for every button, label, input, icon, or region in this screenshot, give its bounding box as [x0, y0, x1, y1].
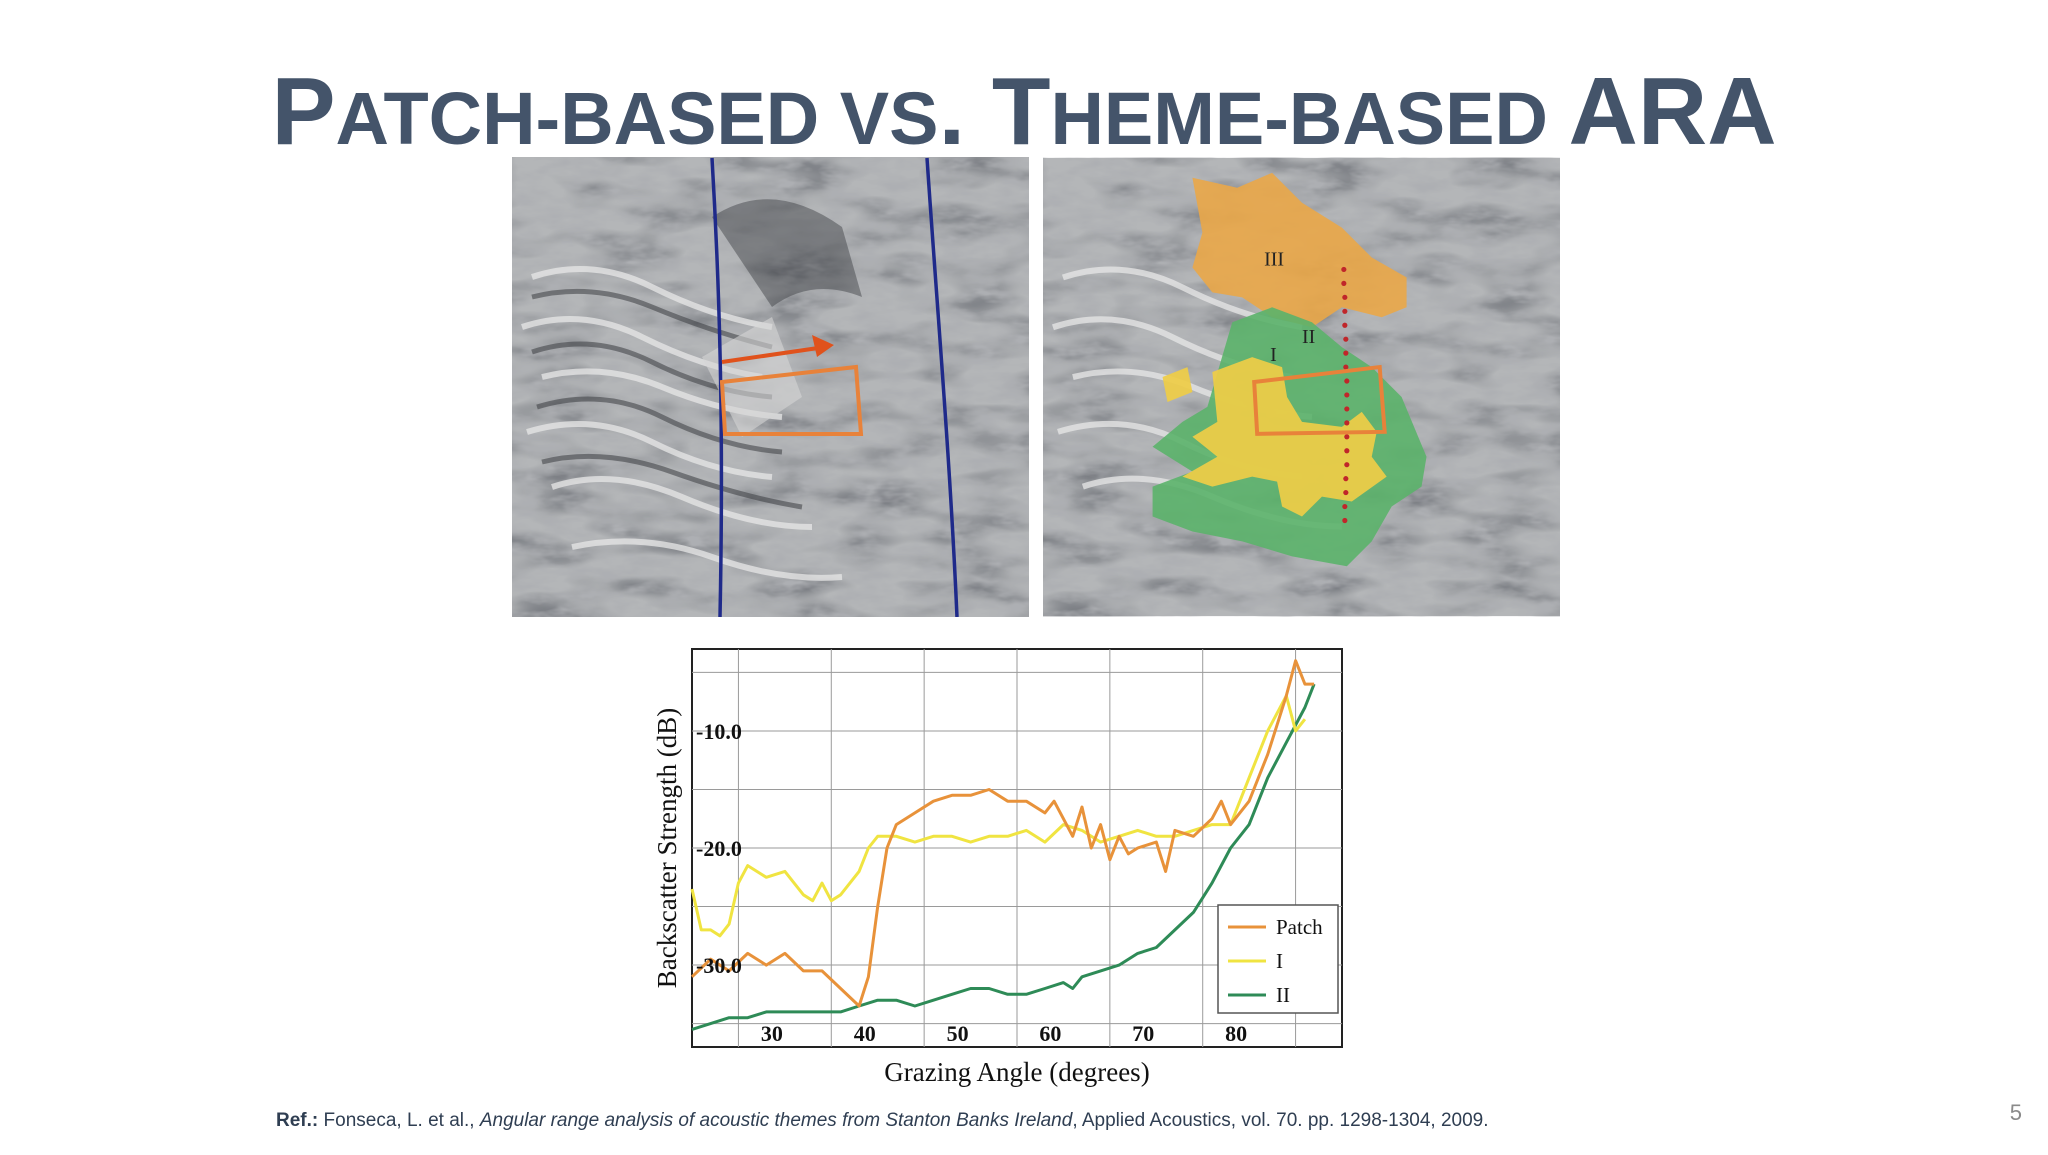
legend-label: II	[1276, 983, 1290, 1007]
legend-label: Patch	[1276, 915, 1323, 939]
backscatter-chart: 30 40 50 60 70 80 -10.0 -20.0 -30.0 Grazing Angl…	[650, 648, 1350, 1098]
series-line-ii	[691, 683, 1316, 1031]
theme-label-iii: III	[1264, 248, 1284, 270]
reference-source: , Applied Acoustics, vol. 70. pp. 1298-1…	[1072, 1110, 1489, 1131]
sonar-mosaic-patch-icon	[512, 157, 1029, 617]
y-tick-label: -20.0	[696, 836, 742, 861]
page-number: 5	[2009, 1100, 2022, 1125]
legend-label: I	[1276, 949, 1283, 973]
slide-title: PATCH-BASED VS. THEME-BASED ARA	[271, 58, 1777, 165]
reference-citation: Ref.: Fonseca, L. et al., Angular range …	[276, 1110, 1489, 1132]
reference-authors: Fonseca, L. et al.,	[323, 1110, 475, 1131]
theme-label-i: I	[1270, 344, 1277, 366]
backscatter-chart-svg: 30 40 50 60 70 80 -10.0 -20.0 -30.0 Grazing Angl…	[652, 648, 1343, 1087]
y-tick-label: -10.0	[696, 719, 742, 744]
sonar-images: III II I	[512, 157, 1562, 617]
y-axis-label: Backscatter Strength (dB)	[652, 708, 682, 988]
x-axis-label: Grazing Angle (degrees)	[884, 1057, 1149, 1087]
theme-label-ii: II	[1302, 326, 1315, 348]
sonar-mosaic-themes-icon: III II I	[1043, 157, 1560, 617]
survey-track-dots	[1341, 266, 1350, 524]
x-tick-label: 60	[1039, 1021, 1061, 1046]
x-tick-label: 80	[1225, 1021, 1247, 1046]
reference-label: Ref.:	[276, 1110, 319, 1131]
series-layer	[690, 659, 1316, 1031]
reference-title: Angular range analysis of acoustic theme…	[479, 1110, 1073, 1131]
y-tick-label: -30.0	[696, 953, 742, 978]
tick-labels: 30 40 50 60 70 80 -10.0 -20.0 -30.0	[696, 719, 1247, 1046]
series-line-patch	[690, 659, 1315, 1008]
x-tick-label: 40	[854, 1021, 876, 1046]
x-tick-label: 30	[761, 1021, 783, 1046]
x-tick-label: 50	[947, 1021, 969, 1046]
x-tick-label: 70	[1132, 1021, 1154, 1046]
